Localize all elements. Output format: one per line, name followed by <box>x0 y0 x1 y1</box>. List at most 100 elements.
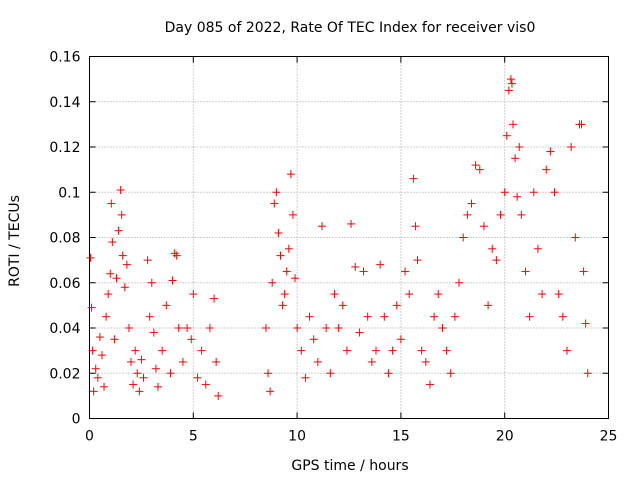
data-point <box>318 222 327 231</box>
data-point <box>417 346 426 355</box>
data-point <box>286 170 295 179</box>
data-point <box>129 380 138 389</box>
data-point <box>355 328 364 337</box>
data-point <box>579 267 588 276</box>
data-point <box>149 328 158 337</box>
data-point <box>529 188 538 197</box>
data-point <box>139 373 148 382</box>
x-tick-label: 15 <box>392 429 410 445</box>
data-point <box>421 357 430 366</box>
data-point <box>106 269 115 278</box>
data-point <box>396 335 405 344</box>
data-point <box>562 346 571 355</box>
data-point <box>484 301 493 310</box>
data-point <box>284 244 293 253</box>
data-point <box>504 86 513 95</box>
data-point <box>367 357 376 366</box>
data-point <box>95 333 104 342</box>
data-point <box>189 290 198 299</box>
data-point <box>137 355 146 364</box>
data-point <box>288 210 297 219</box>
y-tick-label: 0.1 <box>58 185 80 201</box>
data-point <box>413 256 422 265</box>
y-tick-label: 0.16 <box>49 50 80 66</box>
data-point <box>272 188 281 197</box>
chart-title: Day 085 of 2022, Rate Of TEC Index for r… <box>165 20 536 36</box>
data-point <box>145 312 154 321</box>
data-point <box>131 346 140 355</box>
data-point <box>278 301 287 310</box>
data-point <box>93 373 102 382</box>
data-point <box>274 228 283 237</box>
data-point <box>326 369 335 378</box>
data-point <box>442 346 451 355</box>
data-point <box>116 185 125 194</box>
data-point <box>183 324 192 332</box>
data-point <box>479 222 488 231</box>
data-points <box>86 75 592 400</box>
data-point <box>475 165 484 174</box>
data-point <box>293 324 302 332</box>
data-point <box>100 382 109 391</box>
data-point <box>91 364 100 373</box>
data-point <box>205 324 214 332</box>
data-point <box>507 79 516 88</box>
data-point <box>502 131 511 140</box>
data-point <box>567 143 576 151</box>
y-tick-label: 0.02 <box>49 366 80 382</box>
y-tick-label: 0.14 <box>49 95 80 111</box>
data-point <box>533 244 542 253</box>
data-point <box>107 199 116 208</box>
data-point <box>174 324 183 332</box>
data-point <box>581 319 590 328</box>
data-point <box>120 283 129 292</box>
data-point <box>558 312 567 321</box>
data-point <box>114 226 123 235</box>
y-tick-label: 0.08 <box>49 231 80 247</box>
data-point <box>425 380 434 389</box>
plot-frame <box>89 56 609 419</box>
data-point <box>172 251 181 260</box>
y-axis-label: ROTI / TECUs <box>7 195 23 287</box>
data-point <box>511 154 520 163</box>
data-point <box>521 267 530 276</box>
data-point <box>301 373 310 382</box>
x-tick-label: 20 <box>496 429 514 445</box>
data-point <box>133 369 142 378</box>
data-point <box>463 210 472 219</box>
data-point <box>338 301 347 310</box>
data-point <box>322 324 331 332</box>
y-tick-label: 0.06 <box>49 276 80 292</box>
data-point <box>467 199 476 208</box>
data-point <box>162 301 171 310</box>
data-point <box>500 188 509 197</box>
data-point <box>135 387 144 396</box>
data-point <box>583 369 592 378</box>
data-point <box>87 303 96 312</box>
data-point <box>168 276 177 285</box>
y-axis: 0 0.02 0.04 0.06 0.08 0.1 0.12 0.14 0.16 <box>49 50 609 428</box>
data-point <box>515 143 524 151</box>
data-point <box>577 120 586 129</box>
data-point <box>411 222 420 231</box>
data-point <box>546 147 555 156</box>
data-point <box>450 312 459 321</box>
data-point <box>127 357 136 366</box>
data-point <box>89 387 98 396</box>
data-point <box>351 262 360 271</box>
data-point <box>430 312 439 321</box>
data-point <box>401 267 410 276</box>
data-point <box>197 346 206 355</box>
data-point <box>170 249 179 258</box>
data-point <box>305 312 314 321</box>
data-point <box>261 324 270 332</box>
data-point <box>280 290 289 299</box>
data-point <box>347 219 356 228</box>
data-point <box>488 244 497 253</box>
data-point <box>434 290 443 299</box>
data-point <box>342 346 351 355</box>
data-point <box>112 274 121 283</box>
data-point <box>380 312 389 321</box>
data-point <box>291 274 300 283</box>
x-tick-label: 25 <box>600 429 618 445</box>
